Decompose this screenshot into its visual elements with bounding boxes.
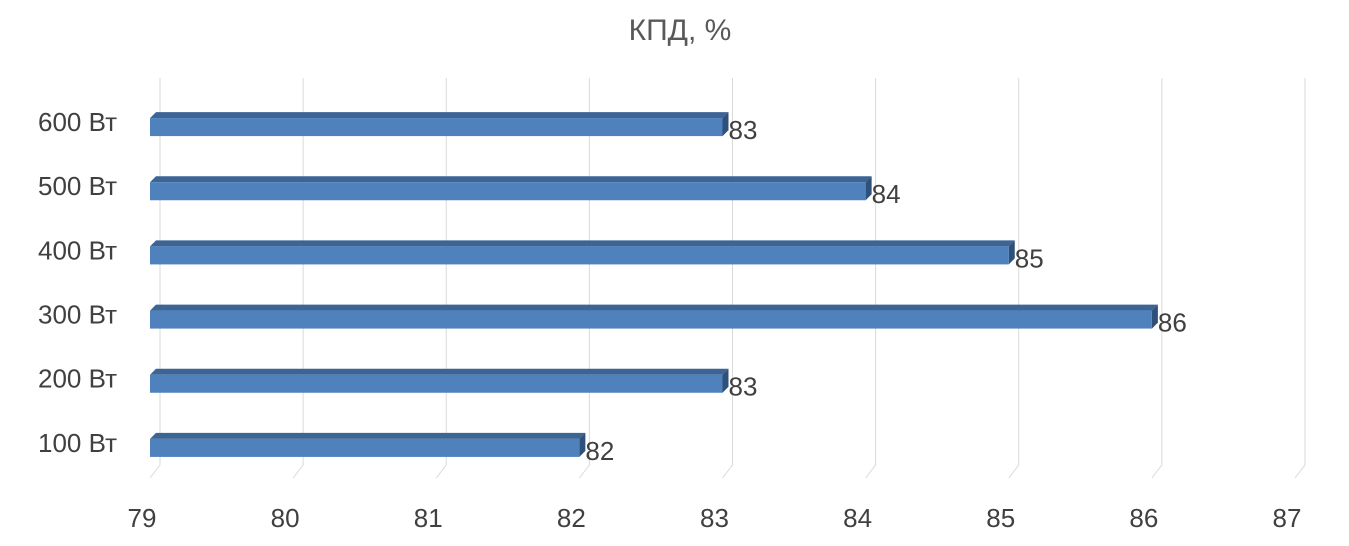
grid-line xyxy=(722,78,733,479)
bar xyxy=(150,112,729,137)
y-tick-label: 200 Вт xyxy=(38,364,117,394)
x-tick-label: 86 xyxy=(1129,503,1158,533)
grid-line xyxy=(1294,78,1306,479)
bar xyxy=(150,240,1015,265)
data-label: 86 xyxy=(1158,307,1187,337)
bar xyxy=(150,304,1158,329)
grid-line xyxy=(1151,78,1163,479)
grid-line xyxy=(578,78,590,479)
grid-line xyxy=(1008,78,1020,479)
bar xyxy=(150,176,872,201)
y-tick-label: 500 Вт xyxy=(38,171,117,201)
bar-face xyxy=(150,368,729,375)
bar-face xyxy=(150,310,1152,329)
y-tick-label: 100 Вт xyxy=(38,428,117,458)
x-tick-label: 81 xyxy=(414,503,443,533)
data-label: 83 xyxy=(729,115,758,145)
data-label: 83 xyxy=(729,372,758,402)
bar-face xyxy=(150,374,723,393)
data-label: 82 xyxy=(585,436,614,466)
bar-face xyxy=(150,246,1009,265)
x-tick-label: 79 xyxy=(128,503,157,533)
bar-face xyxy=(150,118,723,137)
bar-face xyxy=(150,438,580,457)
bar xyxy=(150,432,586,457)
grid-line xyxy=(435,78,447,479)
grid-line xyxy=(865,78,877,479)
bar-face xyxy=(150,182,866,201)
bar-face xyxy=(1008,240,1015,265)
x-tick-label: 85 xyxy=(986,503,1015,533)
y-tick-label: 300 Вт xyxy=(38,299,117,329)
grid-line xyxy=(292,78,304,479)
chart-title: КПД, % xyxy=(629,14,732,47)
x-tick-label: 83 xyxy=(700,503,729,533)
bar-face xyxy=(150,304,1158,311)
bar-face xyxy=(150,432,586,439)
bar-face xyxy=(150,112,729,119)
bar-face xyxy=(579,432,586,457)
bar xyxy=(150,368,729,393)
y-tick-label: 600 Вт xyxy=(38,107,117,137)
data-label: 85 xyxy=(1015,243,1044,273)
data-label: 84 xyxy=(872,179,901,209)
grid-line xyxy=(149,78,161,479)
y-tick-label: 400 Вт xyxy=(38,235,117,265)
bar-face xyxy=(150,240,1015,247)
x-tick-label: 80 xyxy=(271,503,300,533)
bar-face xyxy=(1151,304,1158,329)
bar-face xyxy=(722,368,729,393)
bar-face xyxy=(150,176,872,183)
bar-face xyxy=(722,112,729,137)
x-tick-label: 84 xyxy=(843,503,872,533)
x-tick-label: 82 xyxy=(557,503,586,533)
x-tick-label: 87 xyxy=(1273,503,1302,533)
bar-face xyxy=(865,176,872,201)
